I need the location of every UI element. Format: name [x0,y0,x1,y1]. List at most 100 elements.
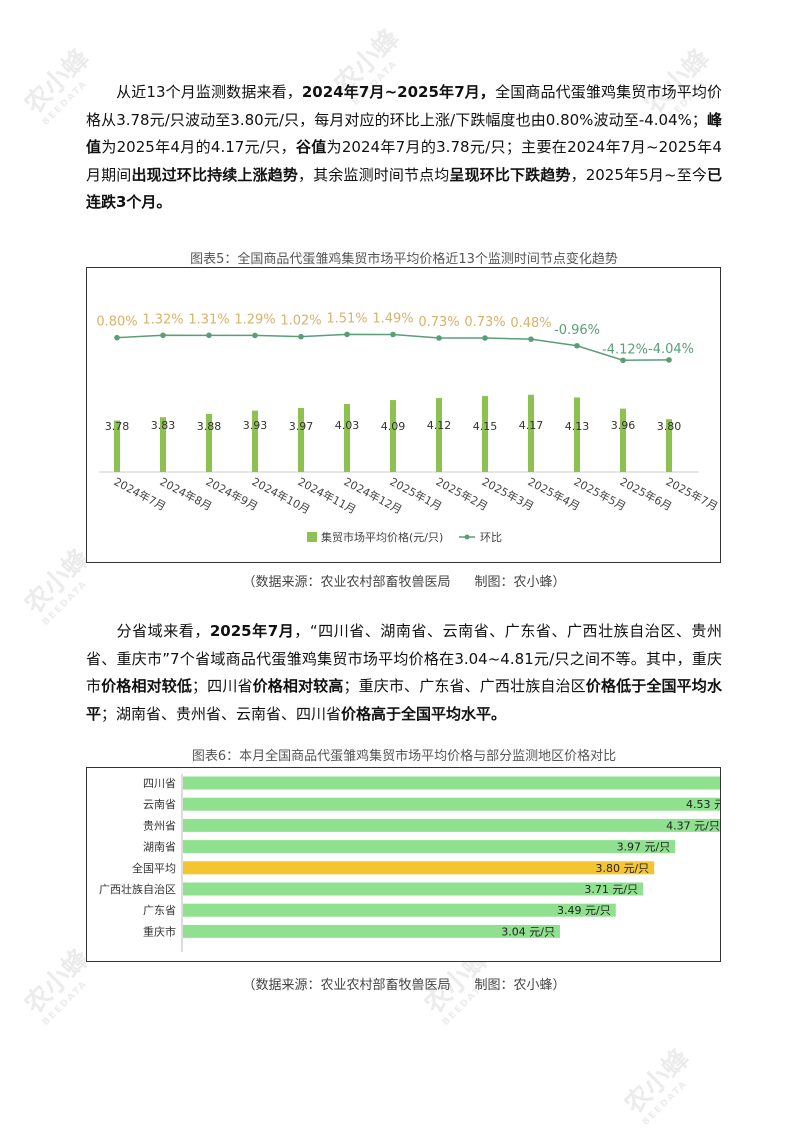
bar-data-label: 4.53 元/只 [686,798,720,811]
chart5-frame: 3.78 2024年7月 3.83 2024年8月 3.88 2024年9月 3.93 202… [86,267,721,563]
emphasis: 谷值 [295,138,327,156]
chart5-caption: 图表5：全国商品代蛋雏鸡集贸市场平均价格近13个监测时间节点变化趋势 [190,252,618,267]
emphasis: 价格相对较低 [101,677,193,695]
bar [183,797,745,811]
bar [344,404,350,472]
bar [183,903,616,917]
x-tick-label: 2025年7月 [664,474,720,513]
watermark: 农小蜂 BEEDATA [619,1043,696,1128]
emphasis: 已连跌3个月。 [86,165,722,212]
y-tick-label: 广西壮族自治区 [99,882,176,896]
bar-data-label: 4.12 [427,419,452,432]
emphasis: 出现过环比持续上涨趋势 [131,165,298,184]
bar-data-label: 4.09 [381,420,406,433]
legend-swatch-bar [307,532,317,542]
text: 为2024年7月的3.78元/只；主要在2024年7月~2025年4月期间 [86,138,722,184]
line-point [114,334,120,341]
line-data-label: 1.31% [188,312,229,327]
line-point [344,331,350,338]
bar-data-label: 3.80 元/只 [595,862,649,875]
y-tick-label: 重庆市 [143,924,176,938]
chart6-frame: 四川省4.81 元/只云南省4.53 元/只贵州省4.37 元/只湖南省3.97… [86,767,780,962]
line-data-label: 0.80% [96,315,137,330]
bar-data-label: 3.97 元/只 [617,841,671,854]
chart5-svg: 3.782024年7月3.832024年8月3.882024年9月3.93202… [96,311,720,544]
text: 分省域来看， [116,622,210,640]
bar-data-label: 3.80 [657,420,682,433]
line-data-label: 1.32% [142,312,183,327]
text: ，2025年5月~至今 [570,165,707,184]
legend-swatch-point [464,534,470,540]
bar-data-label: 4.15 [473,420,498,433]
line-data-label: 1.29% [234,312,275,327]
line-data-label: 0.48% [510,316,551,331]
line-data-label: -4.04% [648,342,694,357]
line-point [160,332,166,339]
bar-data-label: 4.37 元/只 [666,819,720,832]
line-series [116,333,670,362]
bar-data-label: 3.49 元/只 [557,904,611,917]
line-point [482,335,488,341]
legend-label: 集贸市场平均价格(元/只) [321,530,443,544]
bar [183,882,644,896]
line-data-label: -0.96% [554,323,600,338]
bar [390,400,396,472]
bar [528,394,534,472]
text: 从近13个月监测数据来看， [116,83,302,101]
credit-text: 制图：农小蜂） [474,575,566,590]
line-point [206,332,212,339]
emphasis: 价格相对较高 [252,677,344,695]
line-point [574,342,580,349]
line-point [666,357,672,363]
text: ；重庆市、广东省、广西壮族自治区 [343,677,586,695]
chart5-source: （数据来源：农业农村部畜牧兽医局 制图：农小蜂） [86,571,722,590]
bar [252,410,258,472]
line-point [436,335,442,341]
text: 为2025年4月的4.17元/只， [101,138,296,156]
source-text: （数据来源：农业农村部畜牧兽医局 [242,575,451,590]
bar [183,861,655,875]
y-tick-label: 四川省 [143,777,176,790]
emphasis: 价格高于全国平均水平。 [341,704,507,723]
chart6-caption: 图表6：本月全国商品代蛋雏鸡集贸市场平均价格与部分监测地区价格对比 [191,749,617,764]
bar-data-label: 3.97 [289,420,314,433]
y-tick-label: 全国平均 [132,861,176,875]
line-data-label: 0.73% [418,315,459,330]
bar-data-label: 3.96 [611,419,636,432]
emphasis: 2024年7月~2025年7月， [301,83,496,101]
bar [160,417,166,472]
y-tick-label: 湖南省 [143,841,176,854]
chart6-source: （数据来源：农业农村部畜牧兽医局 制图：农小蜂） [86,974,722,993]
text: 全国商品代蛋雏鸡集贸市场平均价格从3.78元/只波动至3.80元/只，每月对应的… [86,83,722,129]
line-point [298,333,304,340]
text: ，“四川省、湖南省、云南省、广东省、广西壮族自治区、贵州省、重庆市”7个省域商品… [86,622,722,695]
line-data-label: -4.12% [602,342,648,357]
legend-label: 环比 [480,531,502,544]
emphasis: 2025年7月 [209,622,295,640]
text: ；四川省 [192,677,253,695]
bar-data-label: 3.78 [105,420,130,433]
bar [666,419,672,472]
emphasis: 价格低于全国平均水平 [86,677,722,723]
bar [183,840,676,854]
line-data-label: 0.73% [464,315,505,330]
text: ；湖南省、贵州省、云南省、四川省 [101,704,342,723]
bar [183,924,560,938]
line-point [528,336,534,342]
bar [574,397,580,472]
paragraph-provinces: 分省域来看，2025年7月，“四川省、湖南省、云南省、广东省、广西壮族自治区、贵… [86,618,722,728]
bar [206,413,212,472]
line-data-label: 1.02% [280,314,321,329]
bar [114,420,120,472]
line-data-label: 1.51% [326,311,367,326]
paragraph-trend: 从近13个月监测数据来看，2024年7月~2025年7月，全国商品代蛋雏鸡集贸市… [86,79,722,217]
credit-text: 制图：农小蜂） [474,978,566,993]
bar [183,818,725,832]
line-data-label: 1.49% [372,312,413,327]
line-point [390,331,396,338]
text: ，其余监测时间节点均 [298,165,450,184]
bar-data-label: 3.93 [243,419,268,432]
y-tick-label: 云南省 [143,798,176,811]
y-tick-label: 广东省 [143,904,176,917]
line-point [620,357,626,364]
